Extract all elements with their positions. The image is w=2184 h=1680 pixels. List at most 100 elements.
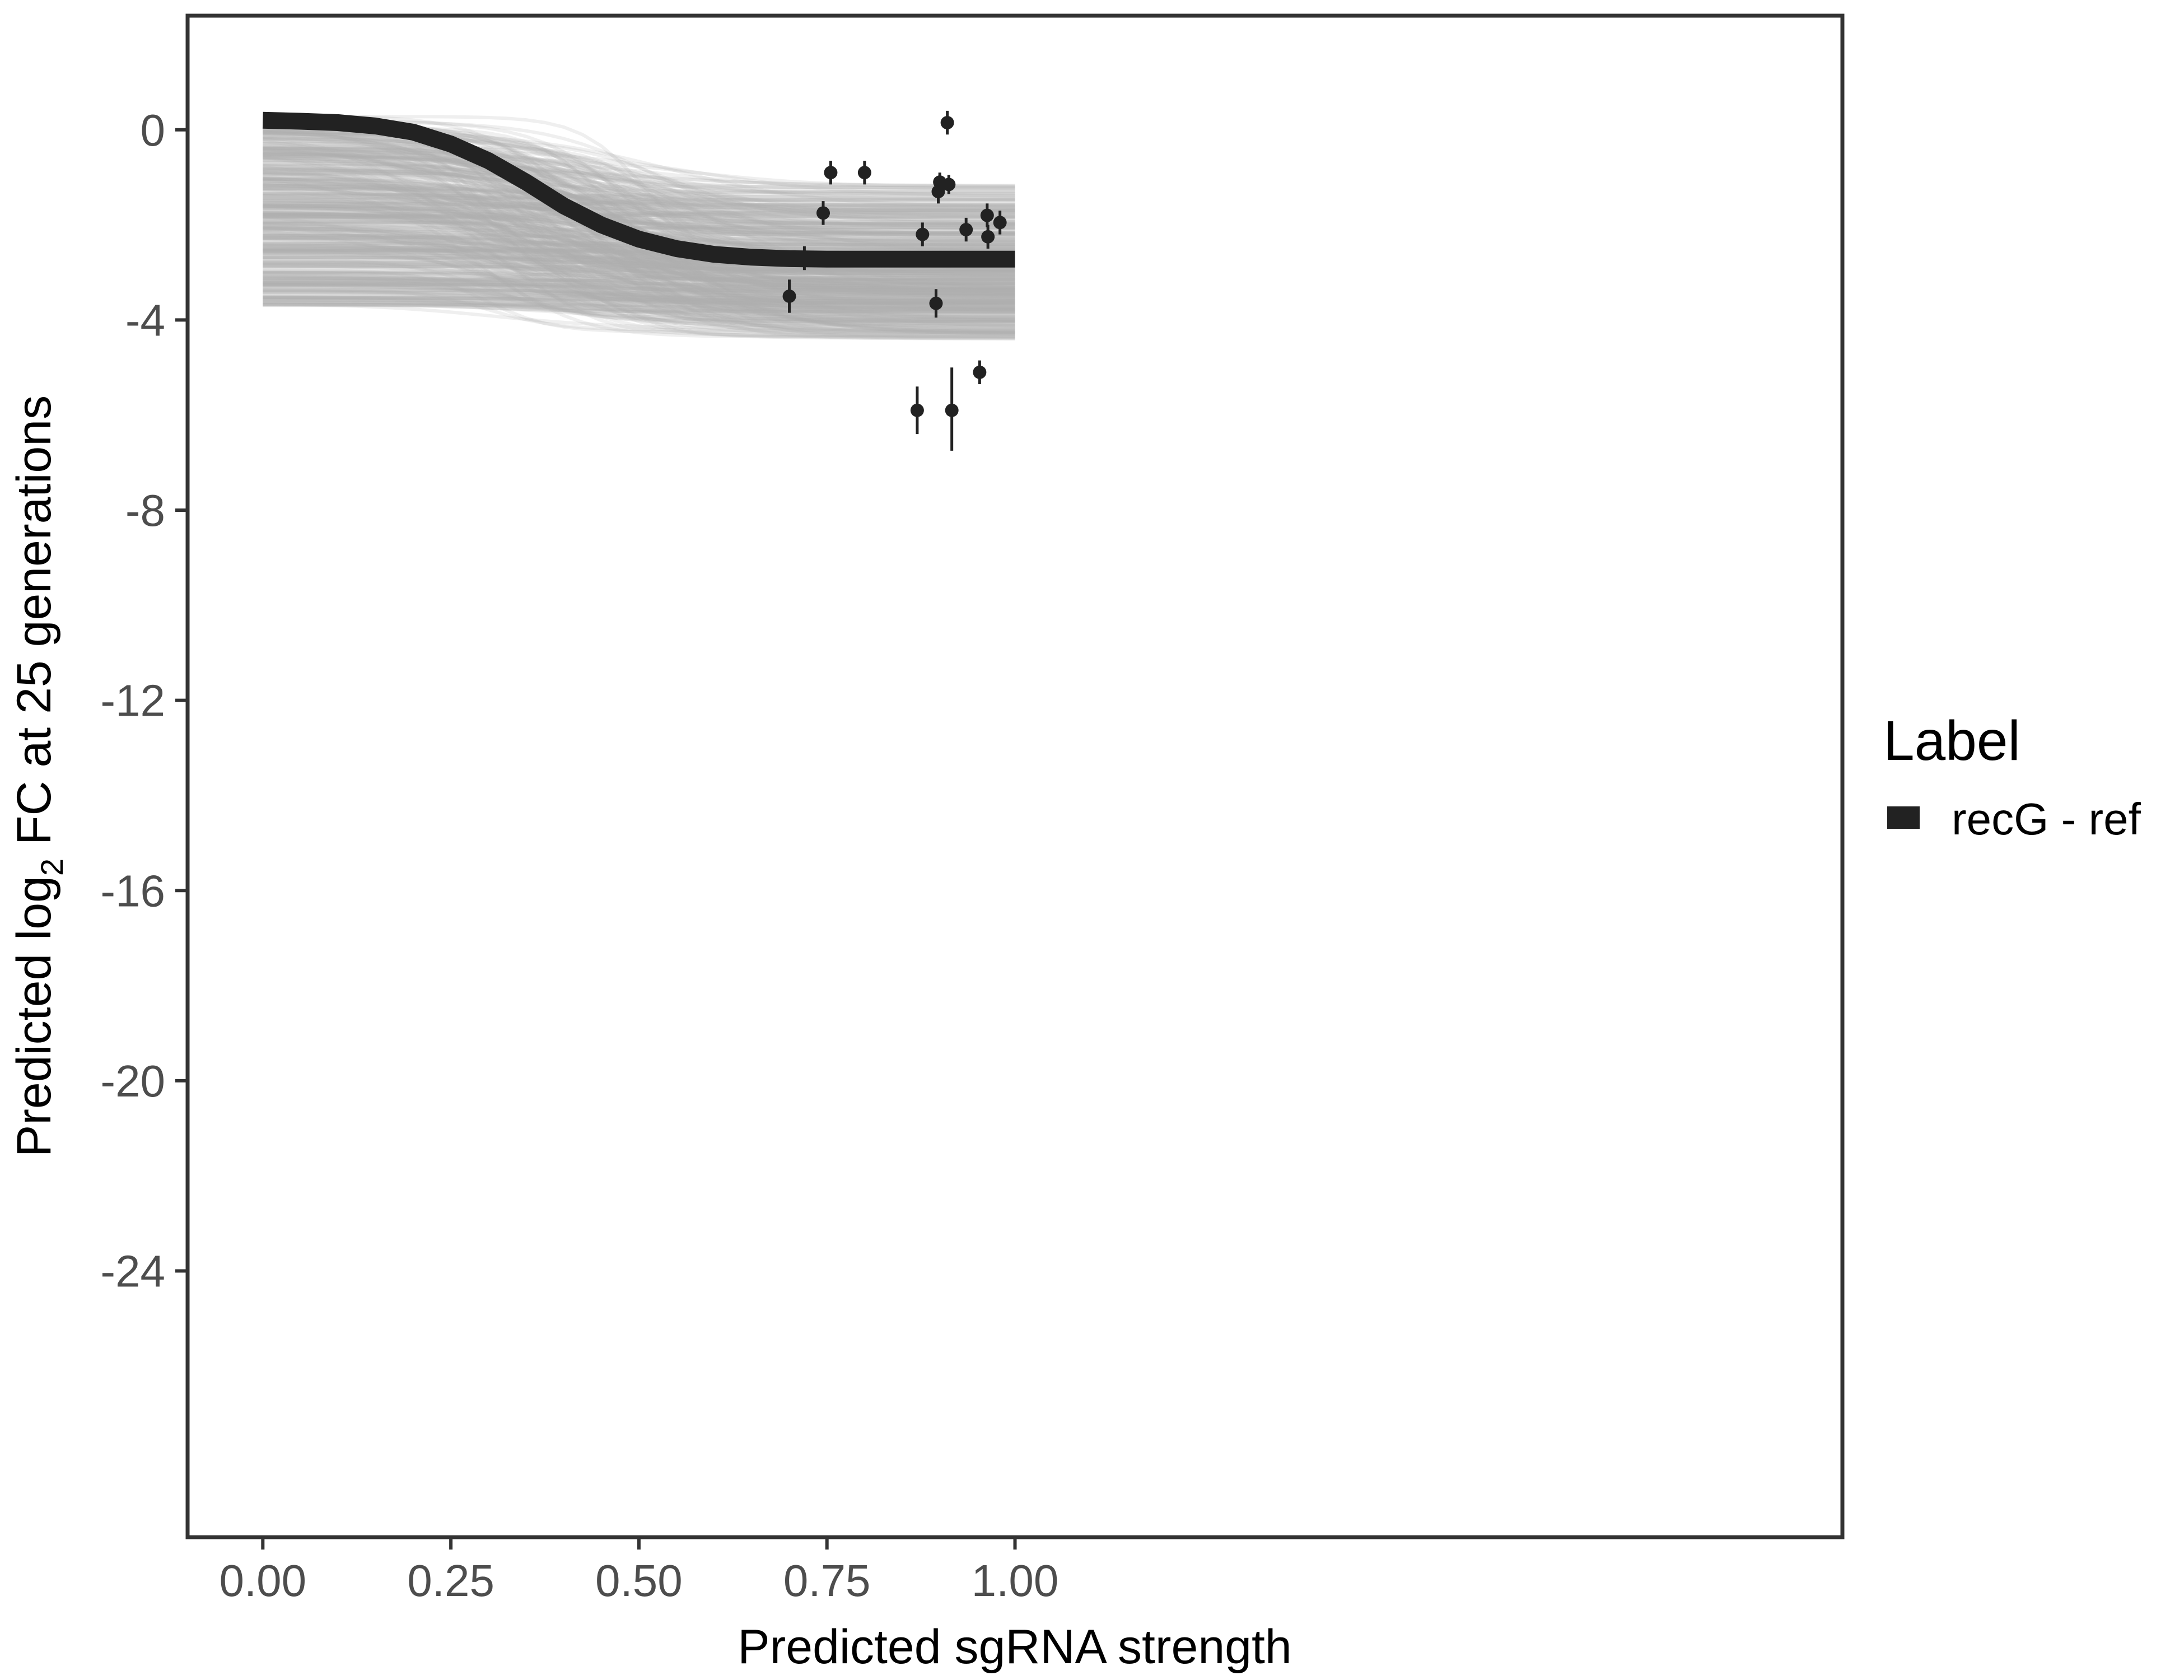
posterior-draw-line [263, 155, 1015, 316]
posterior-draw-line [263, 186, 1015, 194]
posterior-draw-line [263, 167, 1015, 203]
posterior-draw-line [263, 297, 1015, 305]
posterior-draw-line [263, 226, 1015, 339]
posterior-draw-line [263, 270, 1015, 301]
posterior-draw-line [263, 178, 1015, 340]
posterior-draw-line [263, 172, 1015, 239]
posterior-draw-line [263, 296, 1015, 314]
posterior-draw-line [263, 211, 1015, 339]
posterior-draw-line [263, 185, 1015, 199]
posterior-draw-line [263, 284, 1015, 322]
posterior-draw-line [263, 167, 1015, 188]
posterior-draw-line [263, 136, 1015, 309]
posterior-draw-line [263, 225, 1015, 306]
posterior-draw-line [263, 179, 1015, 331]
y-tick-label: -12 [100, 676, 165, 726]
posterior-draw-line [263, 278, 1015, 282]
posterior-draw-line [263, 147, 1015, 244]
posterior-draw-line [263, 212, 1015, 291]
posterior-draw-line [263, 187, 1015, 278]
posterior-draw-line [263, 257, 1015, 324]
posterior-draw-line [263, 276, 1015, 338]
posterior-draw-line [263, 242, 1015, 293]
posterior-draw-line [263, 169, 1015, 295]
posterior-draw-line [263, 276, 1015, 292]
posterior-draw-line [263, 208, 1015, 226]
posterior-draw-line [263, 271, 1015, 284]
posterior-draw-line [263, 158, 1015, 210]
posterior-draw-line [263, 200, 1015, 220]
posterior-draw-line [263, 281, 1015, 292]
posterior-draw-line [263, 282, 1015, 313]
posterior-draw-line [263, 170, 1015, 337]
posterior-draw-line [263, 206, 1015, 216]
posterior-draw-line [263, 177, 1015, 272]
observation [910, 386, 924, 435]
posterior-draw-line [263, 219, 1015, 225]
observation-point [797, 251, 811, 265]
posterior-draw-line [263, 266, 1015, 286]
posterior-draw-line [263, 179, 1015, 327]
posterior-draw-line [263, 206, 1015, 306]
posterior-draw-line [263, 291, 1015, 307]
posterior-draw-line [263, 275, 1015, 328]
observation [782, 279, 796, 313]
observation [916, 222, 930, 246]
posterior-draw-line [263, 269, 1015, 317]
posterior-draw-line [263, 172, 1015, 278]
posterior-draw-line [263, 150, 1015, 235]
posterior-draw-line [263, 298, 1015, 310]
posterior-draw-line [263, 184, 1015, 189]
posterior-draw-line [263, 262, 1015, 273]
posterior-draw-line [262, 155, 1015, 315]
posterior-draw-line [263, 236, 1015, 282]
posterior-draw-line [263, 231, 1015, 284]
posterior-draw-line [263, 205, 1015, 328]
posterior-draw-line [263, 303, 1015, 314]
observation-point [782, 289, 796, 303]
posterior-draw-line [263, 271, 1015, 293]
posterior-draw-line [263, 132, 1015, 215]
posterior-draw-line [263, 234, 1015, 334]
posterior-draw-line [263, 202, 1015, 208]
posterior-draw-line [263, 297, 1015, 316]
posterior-draw-line [263, 146, 1015, 202]
posterior-draw-line [263, 285, 1015, 301]
posterior-draw-line [263, 188, 1015, 285]
posterior-draw-line [263, 267, 1015, 283]
posterior-draw-line [263, 216, 1015, 283]
y-tick-label: -16 [100, 866, 165, 916]
posterior-draw-line [263, 274, 1015, 286]
x-tick-label: 0.50 [595, 1556, 683, 1606]
posterior-draw-line [263, 298, 1015, 309]
posterior-draw-line [263, 300, 1015, 312]
posterior-draw-line [263, 300, 1015, 319]
posterior-draw-line [263, 302, 1015, 323]
observation [857, 160, 871, 185]
posterior-draw-line [263, 303, 1015, 311]
posterior-draw-line [263, 292, 1015, 305]
posterior-draw-line [263, 134, 1015, 290]
posterior-draw-line [263, 188, 1015, 330]
observation-point [959, 223, 973, 237]
posterior-draw-line [263, 248, 1015, 296]
posterior-draw-line [263, 230, 1015, 295]
posterior-draw-line [263, 144, 1015, 298]
posterior-draw-line [263, 270, 1015, 304]
posterior-draw-line [263, 222, 1015, 303]
posterior-draw-line [263, 152, 1015, 216]
posterior-draw-line [263, 296, 1015, 305]
posterior-draw-line [263, 192, 1015, 202]
posterior-draw-line [263, 282, 1015, 292]
posterior-draw-line [263, 227, 1015, 272]
posterior-draw-line [263, 141, 1015, 219]
posterior-draw-line [263, 264, 1015, 281]
posterior-draw-line [263, 155, 1015, 247]
posterior-draw-line [263, 268, 1015, 334]
x-axis-title: Predicted sgRNA strength [738, 1620, 1292, 1674]
posterior-draw-line [263, 201, 1015, 207]
posterior-draw-line [263, 261, 1015, 273]
posterior-draw-line [263, 277, 1015, 299]
observation-point [816, 206, 830, 220]
posterior-draw-line [263, 264, 1015, 284]
